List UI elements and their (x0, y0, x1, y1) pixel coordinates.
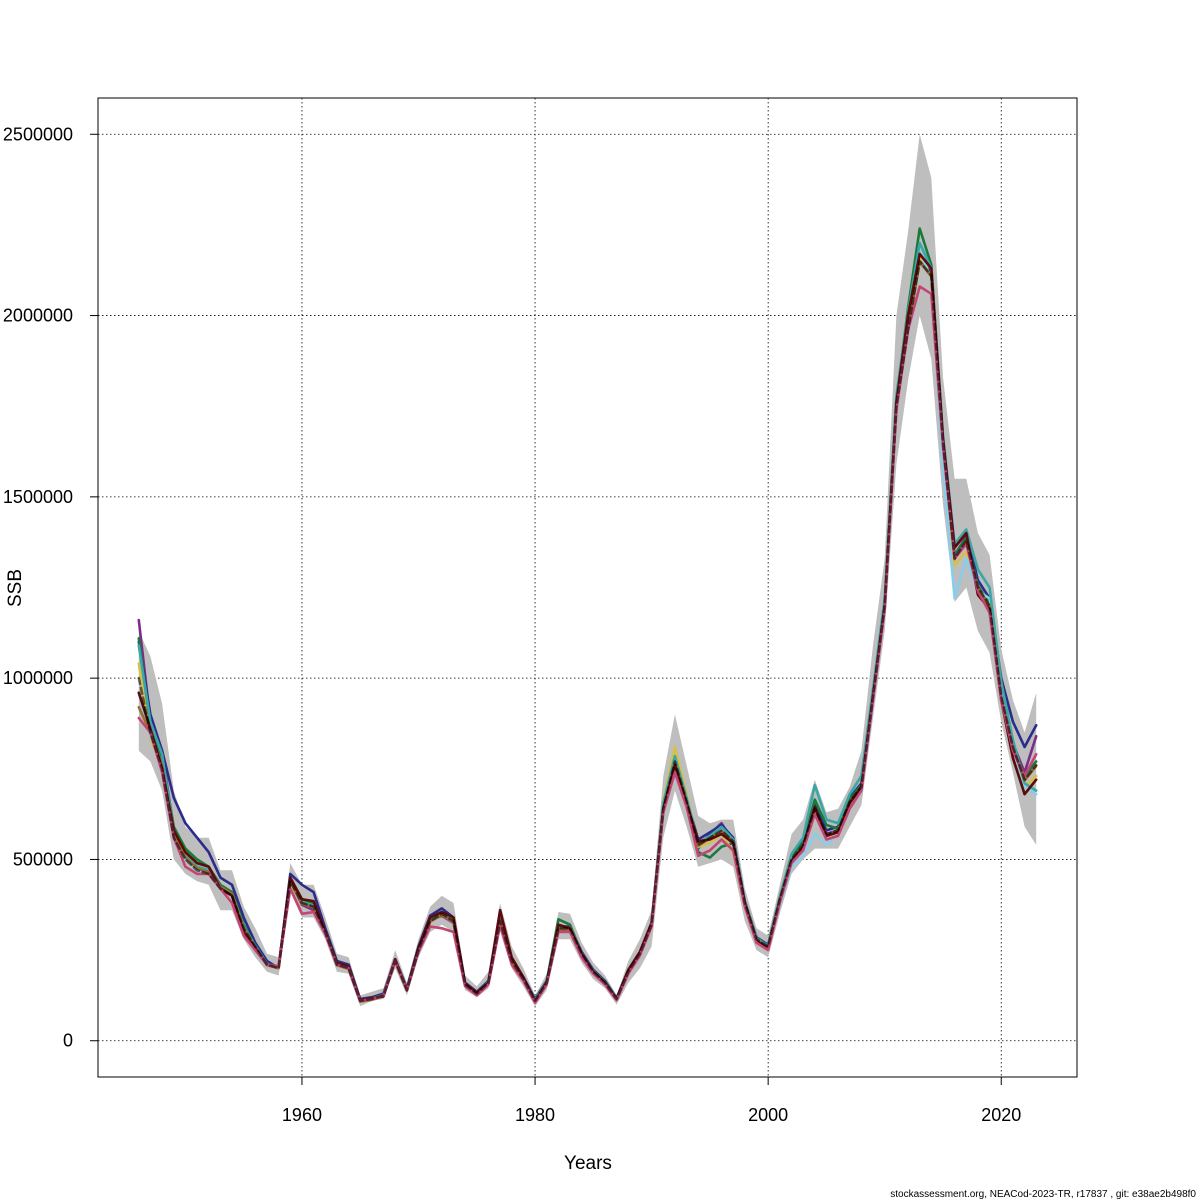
y-tick-label-1: 500000 (13, 849, 73, 869)
x-tick-label-1: 1980 (515, 1105, 555, 1125)
y-tick-label-3: 1500000 (3, 487, 73, 507)
x-tick-label-2: 2000 (748, 1105, 788, 1125)
footer-note: stockassessment.org, NEACod-2023-TR, r17… (890, 1189, 1196, 1200)
base-estimate-line (137, 259, 1038, 1003)
confidence-band (138, 134, 1037, 1007)
series-lines (137, 227, 1038, 1005)
axes: 1960 1980 2000 2020 0 500000 1000000 1500000 200… (3, 124, 1021, 1125)
plot-frame (97, 97, 1078, 1078)
grid (98, 98, 1077, 1077)
y-tick-label-5: 2500000 (3, 124, 73, 144)
y-tick-label-2: 1000000 (3, 668, 73, 688)
y-tick-label-0: 0 (63, 1031, 73, 1051)
x-tick-label-3: 2020 (981, 1105, 1021, 1125)
x-axis-title: Years (564, 1153, 612, 1174)
x-tick-label-0: 1960 (282, 1105, 322, 1125)
y-axis-title: SSB (5, 569, 26, 607)
y-tick-label-4: 2000000 (3, 306, 73, 326)
